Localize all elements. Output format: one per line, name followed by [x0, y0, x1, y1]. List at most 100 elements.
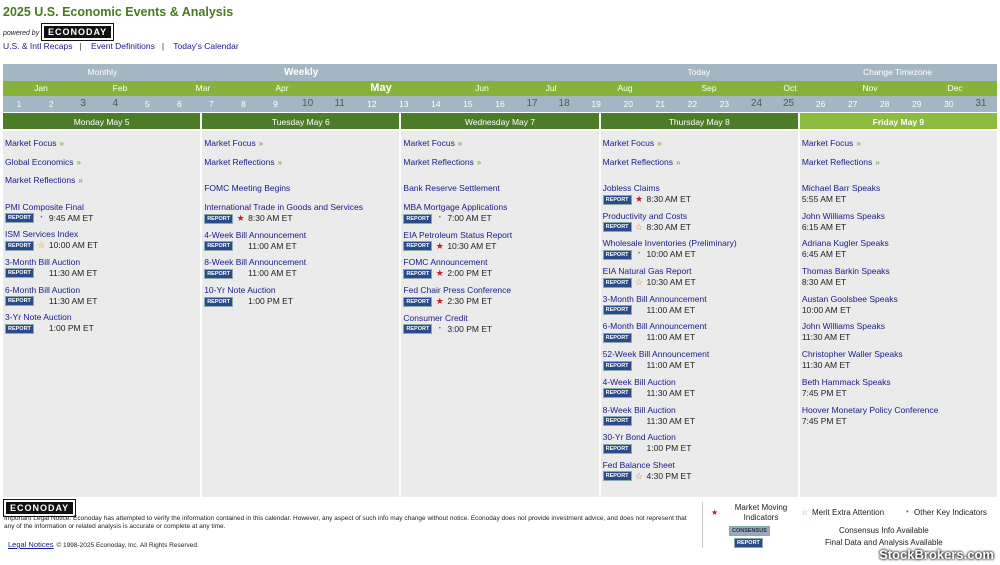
month-jun[interactable]: Jun — [475, 83, 489, 93]
report-badge[interactable]: REPORT — [602, 222, 632, 233]
day-header[interactable]: Monday May 5 — [3, 113, 201, 131]
today-button[interactable]: Today — [687, 67, 711, 77]
event-name[interactable]: Michael Barr Speaks — [801, 183, 881, 193]
week-20[interactable]: 20 — [623, 99, 633, 109]
report-badge[interactable]: REPORT — [204, 268, 234, 279]
month-aug[interactable]: Aug — [617, 83, 633, 93]
event-name[interactable]: Productivity and Costs — [602, 210, 688, 221]
event-name[interactable]: MBA Mortgage Applications — [403, 202, 508, 212]
week-28[interactable]: 28 — [879, 99, 890, 109]
event-name[interactable]: 3-Yr Note Auction — [5, 312, 72, 323]
week-15[interactable]: 15 — [463, 99, 473, 109]
weekly-view-tab[interactable]: Weekly — [284, 67, 319, 78]
day-header[interactable]: Wednesday May 7 — [401, 113, 599, 131]
event-name[interactable]: Adriana Kugler Speaks — [801, 238, 889, 249]
month-jan[interactable]: Jan — [34, 83, 48, 93]
report-badge[interactable]: REPORT — [602, 443, 632, 454]
month-nov[interactable]: Nov — [862, 83, 878, 93]
event-name[interactable]: Wholesale Inventories (Preliminary) — [602, 238, 737, 249]
report-badge[interactable]: REPORT — [403, 296, 433, 307]
report-badge[interactable]: REPORT — [5, 323, 34, 334]
month-oct[interactable]: Oct — [783, 83, 797, 93]
event-name[interactable]: 10-Yr Note Auction — [204, 285, 276, 296]
report-badge[interactable]: REPORT — [602, 249, 632, 260]
recaps-link[interactable]: U.S. & Intl Recaps — [3, 41, 73, 51]
event-name[interactable]: FOMC Announcement — [403, 257, 488, 268]
report-badge[interactable]: REPORT — [403, 213, 433, 224]
week-13[interactable]: 13 — [399, 99, 409, 109]
week-29[interactable]: 29 — [912, 99, 922, 109]
day-header[interactable]: Thursday May 8 — [600, 113, 798, 131]
event-name[interactable]: 8-Week Bill Announcement — [204, 257, 307, 268]
week-12[interactable]: 12 — [366, 99, 377, 109]
event-name[interactable]: Fed Chair Press Conference — [403, 285, 512, 296]
event-name[interactable]: 52-Week Bill Announcement — [602, 349, 710, 360]
event-name[interactable]: 6-Month Bill Auction — [5, 284, 81, 295]
change-timezone-button[interactable]: Change Timezone — [863, 67, 933, 77]
event-name[interactable]: Thomas Barkin Speaks — [801, 266, 890, 277]
month-may[interactable]: May — [370, 82, 392, 94]
week-23[interactable]: 23 — [719, 99, 730, 109]
event-name[interactable]: John Williams Speaks — [801, 321, 885, 332]
report-badge[interactable]: REPORT — [602, 277, 632, 288]
event-name[interactable]: 30-Yr Bond Auction — [602, 432, 676, 443]
event-name[interactable]: 6-Month Bill Announcement — [602, 321, 707, 332]
analysis-link[interactable]: Market Focus» — [403, 138, 463, 148]
week-24[interactable]: 24 — [750, 98, 763, 109]
event-name[interactable]: EIA Petroleum Status Report — [403, 229, 513, 240]
event-name[interactable]: FOMC Meeting Begins — [204, 183, 291, 193]
event-name[interactable]: International Trade in Goods and Service… — [204, 202, 363, 212]
analysis-link[interactable]: Market Focus» — [5, 138, 64, 148]
week-27[interactable]: 27 — [847, 99, 858, 109]
report-badge[interactable]: REPORT — [602, 332, 632, 343]
report-badge[interactable]: REPORT — [602, 305, 632, 316]
month-dec[interactable]: Dec — [947, 83, 963, 93]
event-name[interactable]: ISM Services Index — [5, 229, 79, 240]
day-header[interactable]: Friday May 9 — [799, 113, 998, 131]
event-name[interactable]: Beth Hammack Speaks — [801, 376, 891, 387]
event-name[interactable]: 4-Week Bill Auction — [602, 376, 676, 387]
analysis-link[interactable]: Market Focus» — [801, 138, 861, 148]
week-7[interactable]: 7 — [209, 99, 214, 109]
week-21[interactable]: 21 — [655, 99, 666, 109]
week-22[interactable]: 22 — [687, 99, 698, 109]
analysis-link[interactable]: Market Focus» — [602, 138, 662, 148]
week-16[interactable]: 16 — [495, 99, 505, 109]
event-name[interactable]: 3-Month Bill Auction — [5, 256, 81, 267]
week-5[interactable]: 5 — [144, 99, 150, 109]
monthly-view-tab[interactable]: Monthly — [87, 67, 118, 77]
month-sep[interactable]: Sep — [701, 83, 717, 93]
report-badge[interactable]: REPORT — [602, 416, 632, 426]
report-badge[interactable]: REPORT — [602, 194, 632, 205]
event-name[interactable]: PMI Composite Final — [5, 201, 84, 212]
report-badge[interactable]: REPORT — [403, 324, 433, 335]
econoday-logo[interactable]: ECONODAY — [40, 23, 115, 41]
event-name[interactable]: Fed Balance Sheet — [602, 459, 675, 470]
analysis-link[interactable]: Global Economics» — [5, 156, 81, 167]
week-25[interactable]: 25 — [782, 98, 795, 109]
event-definitions-link[interactable]: Event Definitions — [91, 41, 155, 51]
report-badge[interactable]: REPORT — [602, 471, 632, 482]
report-badge[interactable]: REPORT — [5, 213, 34, 223]
event-name[interactable]: Jobless Claims — [602, 183, 660, 193]
analysis-link[interactable]: Market Reflections» — [204, 156, 283, 167]
event-name[interactable]: 4-Week Bill Announcement — [204, 229, 307, 240]
week-17[interactable]: 17 — [526, 98, 538, 109]
week-31[interactable]: 31 — [975, 98, 987, 109]
report-badge[interactable]: REPORT — [403, 241, 433, 252]
week-26[interactable]: 26 — [815, 99, 826, 109]
event-name[interactable]: Consumer Credit — [403, 312, 468, 323]
month-mar[interactable]: Mar — [195, 83, 211, 93]
analysis-link[interactable]: Market Reflections» — [602, 156, 681, 167]
week-1[interactable]: 1 — [16, 99, 22, 109]
week-2[interactable]: 2 — [48, 99, 54, 109]
event-name[interactable]: 8-Week Bill Auction — [602, 404, 676, 415]
day-header[interactable]: Tuesday May 6 — [202, 113, 400, 131]
event-name[interactable]: EIA Natural Gas Report — [602, 266, 692, 277]
event-name[interactable]: John Williams Speaks — [801, 210, 885, 221]
report-badge[interactable]: REPORT — [204, 241, 234, 252]
analysis-link[interactable]: Market Reflections» — [801, 156, 880, 167]
week-9[interactable]: 9 — [273, 99, 278, 109]
week-11[interactable]: 11 — [334, 98, 345, 109]
report-badge[interactable]: REPORT — [602, 388, 632, 399]
